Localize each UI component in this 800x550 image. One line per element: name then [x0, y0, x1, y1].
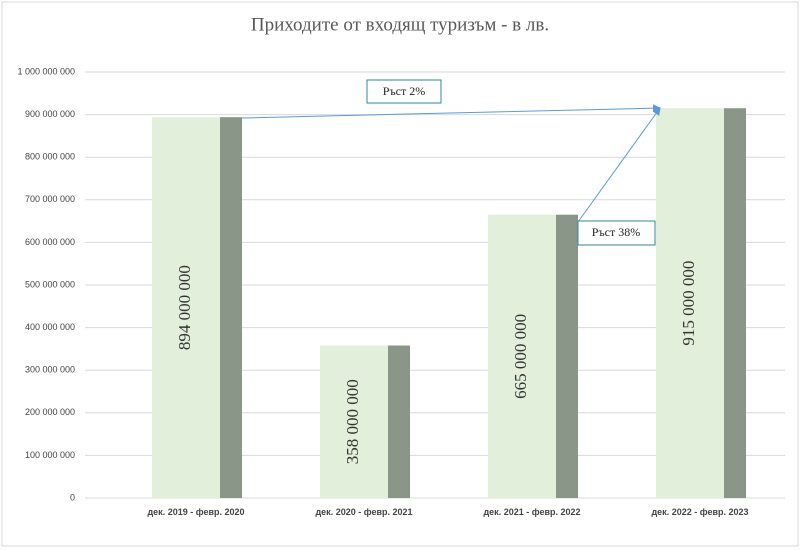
y-tick-label: 1 000 000 000: [17, 66, 75, 76]
bar: [152, 117, 242, 498]
data-label: 665 000 000: [511, 314, 530, 399]
y-tick-label: 200 000 000: [25, 407, 75, 417]
y-tick-label: 300 000 000: [25, 365, 75, 375]
x-tick-label: дек. 2019 - февр. 2020: [147, 507, 244, 517]
x-tick-label: дек. 2021 - февр. 2022: [483, 507, 580, 517]
y-tick-label: 900 000 000: [25, 109, 75, 119]
y-tick-label: 700 000 000: [25, 194, 75, 204]
x-tick-label: дек. 2022 - февр. 2023: [651, 507, 748, 517]
annotation: Ръст 38%: [592, 225, 640, 239]
bar: [488, 214, 578, 498]
y-tick-label: 100 000 000: [25, 450, 75, 460]
arrow: [241, 104, 661, 119]
x-tick-label: дек. 2020 - февр. 2021: [315, 507, 412, 517]
bar: [656, 108, 746, 499]
y-tick-label: 0: [70, 492, 75, 502]
chart-title: Приходите от входящ туризъм - в лв.: [251, 14, 549, 35]
annotations: Ръст 2% Ръст 38%: [241, 79, 661, 246]
data-label: 894 000 000: [175, 265, 194, 350]
data-label: 358 000 000: [343, 379, 362, 464]
annotation-box: [577, 220, 656, 246]
plot-area: 0 100 000 000 200 000 000 300 000 000 400 00…: [17, 66, 785, 517]
bar: [320, 345, 410, 498]
y-tick-label: 600 000 000: [25, 237, 75, 247]
arrow: [577, 107, 661, 223]
y-tick-label: 500 000 000: [25, 279, 75, 289]
data-label: 915 000 000: [679, 261, 698, 346]
y-tick-label: 800 000 000: [25, 152, 75, 162]
y-tick-label: 400 000 000: [25, 322, 75, 332]
annotation: Ръст 2%: [383, 84, 425, 98]
annotation-box: [366, 79, 442, 104]
